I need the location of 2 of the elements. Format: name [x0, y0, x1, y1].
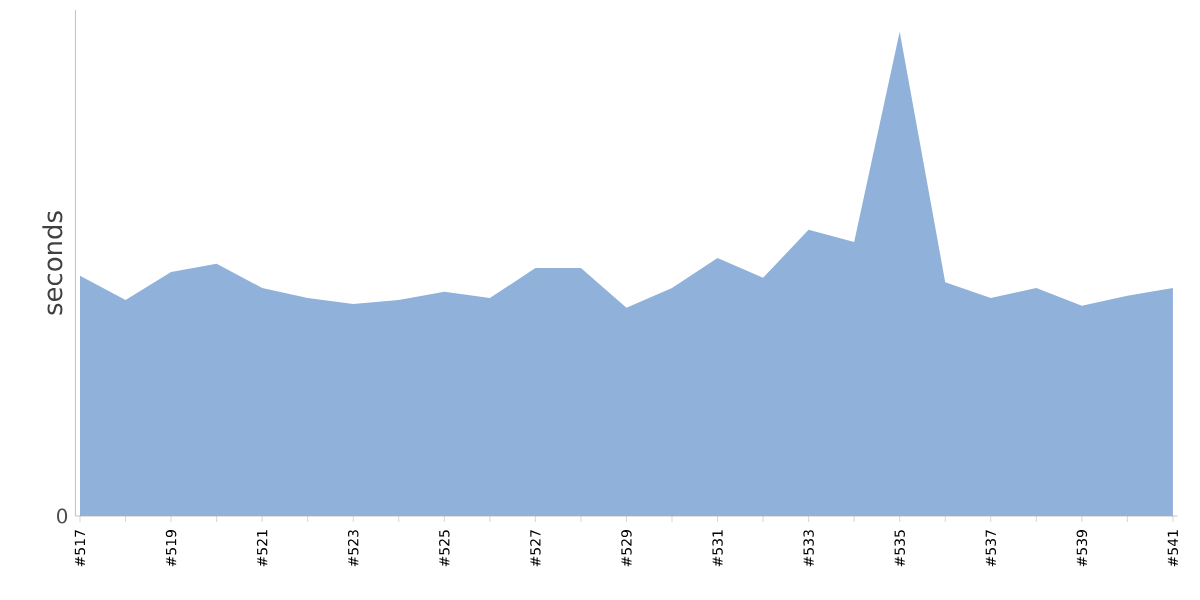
text: 0 — [57, 508, 68, 524]
y-axis-title: seconds — [42, 211, 63, 315]
